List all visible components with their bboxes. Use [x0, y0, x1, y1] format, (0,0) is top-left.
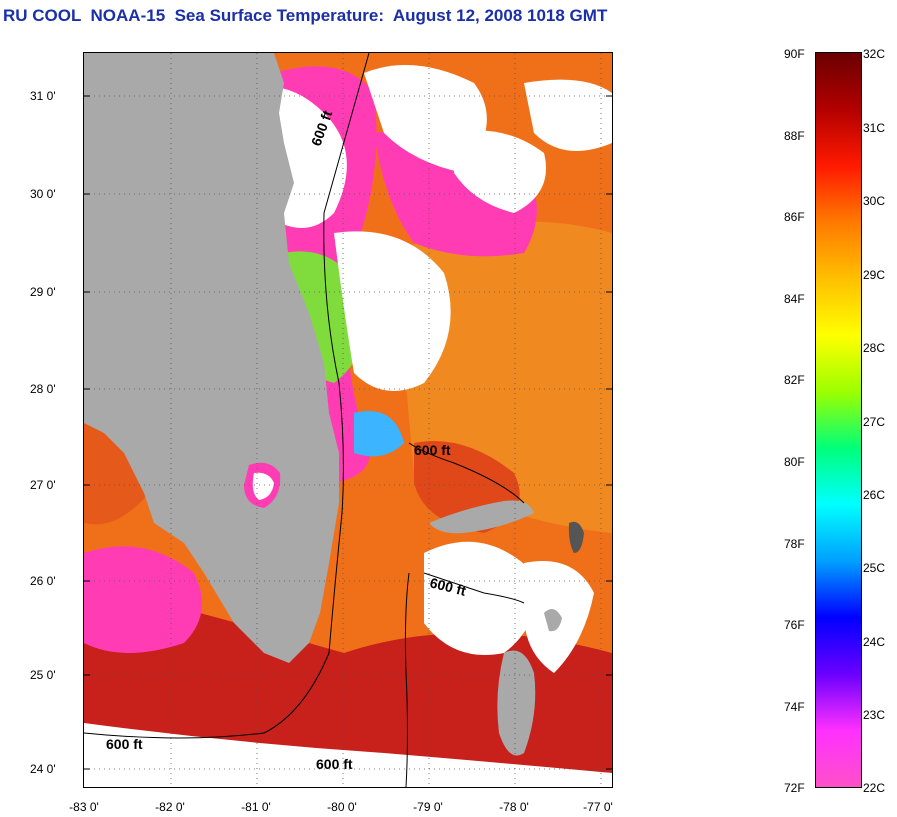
lat-label: 25 0' [30, 668, 56, 682]
fahrenheit-label: 90F [784, 47, 805, 61]
lon-label: -81 0' [241, 800, 271, 814]
contour-label: 600 ft [316, 756, 353, 772]
abaco-island [568, 521, 584, 553]
fahrenheit-label: 80F [784, 455, 805, 469]
contour-label: 600 ft [414, 442, 451, 458]
sst-map-canvas: 600 ft 600 ft 600 ft 600 ft 600 ft [84, 53, 612, 787]
lon-label: -82 0' [155, 800, 185, 814]
fahrenheit-label: 74F [784, 700, 805, 714]
fahrenheit-label: 72F [784, 781, 805, 795]
celsius-label: 32C [863, 47, 886, 61]
map-title: RU COOL NOAA-15 Sea Surface Temperature:… [3, 6, 608, 25]
fahrenheit-label: 82F [784, 373, 805, 387]
fahrenheit-label: 78F [784, 537, 805, 551]
cool-water-area [354, 411, 404, 457]
celsius-label: 23C [863, 708, 886, 722]
fahrenheit-label: 76F [784, 618, 805, 632]
celsius-label: 24C [863, 635, 886, 649]
temperature-colorbar [815, 52, 862, 788]
speckle-noise [84, 593, 612, 773]
lat-label: 31 0' [30, 89, 56, 103]
cloud-area [334, 231, 451, 391]
lat-label: 29 0' [30, 285, 56, 299]
lon-label: -80 0' [327, 800, 357, 814]
axis-ticks [84, 95, 612, 770]
celsius-label: 29C [863, 268, 886, 282]
fahrenheit-label: 86F [784, 210, 805, 224]
lat-label: 27 0' [30, 478, 56, 492]
lat-label: 26 0' [30, 574, 56, 588]
celsius-label: 31C [863, 121, 886, 135]
celsius-label: 28C [863, 341, 886, 355]
celsius-label: 30C [863, 194, 886, 208]
grand-bahama-island [429, 500, 534, 534]
lon-label: -83 0' [69, 800, 99, 814]
florida-land [84, 53, 339, 663]
sst-map: 600 ft 600 ft 600 ft 600 ft 600 ft [83, 52, 613, 788]
cloud-area [454, 130, 546, 213]
lake-cloud [252, 472, 274, 500]
contour-label: 600 ft [106, 736, 143, 752]
lon-label: -79 0' [413, 800, 443, 814]
cloud-area [524, 79, 612, 151]
lat-label: 28 0' [30, 382, 56, 396]
fahrenheit-label: 88F [784, 129, 805, 143]
georgia-land [84, 53, 212, 123]
celsius-label: 27C [863, 415, 886, 429]
celsius-label: 26C [863, 488, 886, 502]
lat-label: 30 0' [30, 187, 56, 201]
celsius-label: 22C [863, 781, 886, 795]
celsius-label: 25C [863, 561, 886, 575]
bathymetry-contours [84, 53, 525, 787]
lon-label: -78 0' [499, 800, 529, 814]
graticule [84, 53, 612, 787]
lon-label: -77 0' [583, 800, 613, 814]
lat-label: 24 0' [30, 762, 56, 776]
fahrenheit-label: 84F [784, 292, 805, 306]
